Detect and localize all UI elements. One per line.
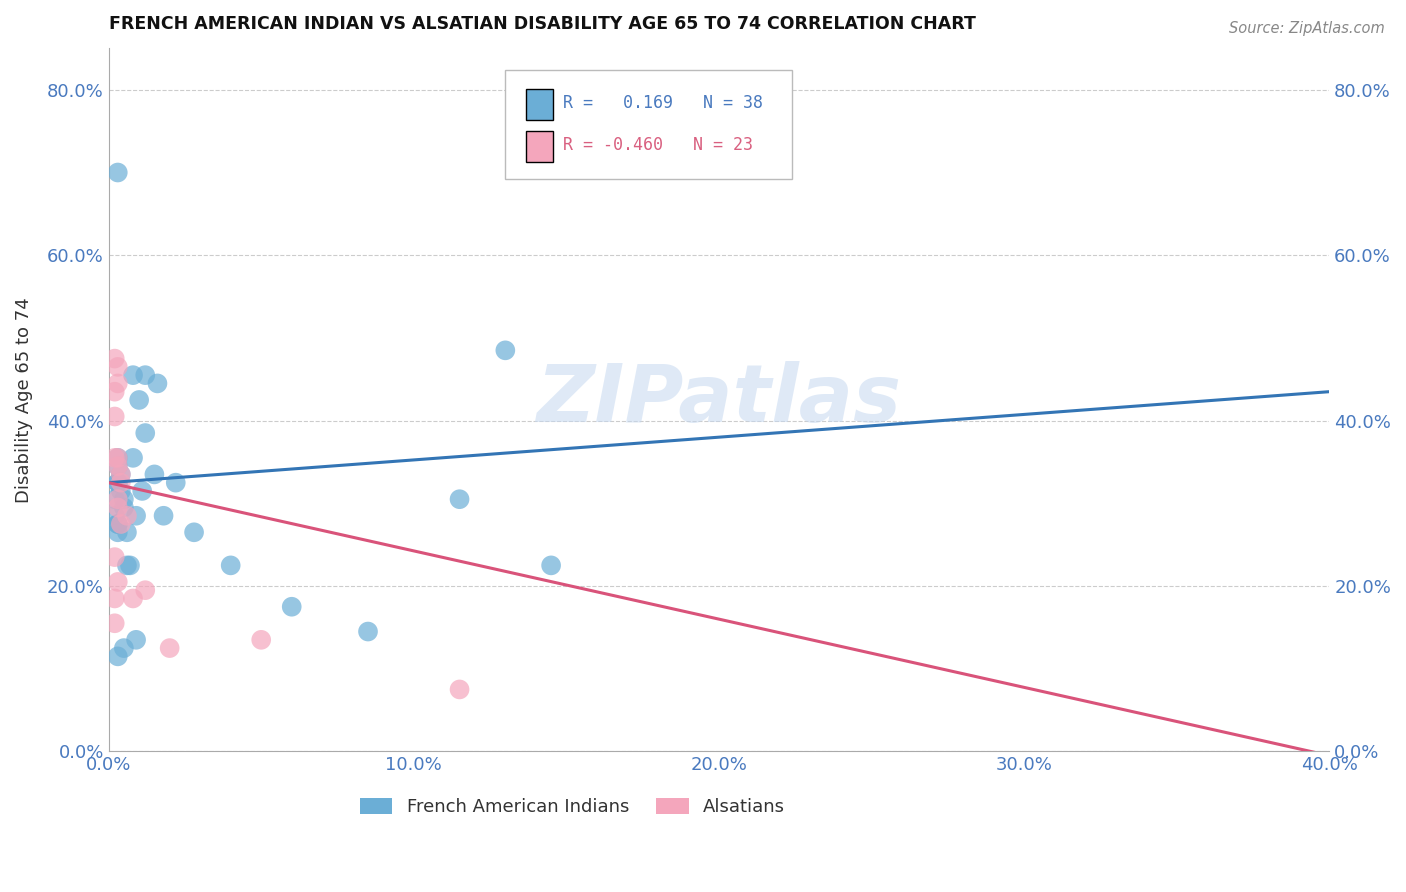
Point	[128, 392, 150, 407]
Point	[494, 343, 516, 358]
Point	[104, 384, 127, 399]
Point	[107, 525, 129, 540]
Point	[115, 508, 138, 523]
Point	[107, 376, 129, 391]
Point	[110, 467, 132, 482]
Y-axis label: Disability Age 65 to 74: Disability Age 65 to 74	[15, 297, 32, 503]
Point	[107, 359, 129, 374]
Point	[165, 475, 187, 490]
Point	[110, 467, 132, 482]
Point	[122, 368, 145, 383]
Point	[107, 450, 129, 465]
Point	[104, 450, 127, 465]
FancyBboxPatch shape	[526, 88, 553, 120]
Point	[122, 450, 145, 465]
Point	[134, 425, 156, 440]
Point	[107, 574, 129, 589]
Point	[104, 351, 127, 366]
Point	[159, 641, 181, 656]
Point	[449, 492, 471, 507]
Point	[104, 508, 127, 523]
Point	[107, 165, 129, 179]
Point	[131, 483, 153, 498]
Point	[104, 409, 127, 424]
Point	[104, 550, 127, 565]
Point	[112, 500, 135, 515]
Text: Source: ZipAtlas.com: Source: ZipAtlas.com	[1229, 21, 1385, 37]
Point	[125, 632, 148, 647]
Point	[357, 624, 380, 639]
Point	[134, 583, 156, 598]
Point	[104, 591, 127, 606]
Point	[110, 516, 132, 531]
Point	[104, 492, 127, 507]
Text: R =   0.169   N = 38: R = 0.169 N = 38	[562, 94, 762, 112]
Point	[115, 525, 138, 540]
Point	[143, 467, 166, 482]
Point	[449, 682, 471, 697]
Text: R = -0.460   N = 23: R = -0.460 N = 23	[562, 136, 752, 153]
Point	[112, 641, 135, 656]
Point	[107, 475, 129, 490]
Legend: French American Indians, Alsatians: French American Indians, Alsatians	[360, 798, 785, 816]
Point	[134, 368, 156, 383]
Point	[104, 616, 127, 631]
Point	[107, 475, 129, 490]
Point	[115, 558, 138, 573]
Point	[183, 525, 205, 540]
Point	[219, 558, 242, 573]
Point	[107, 516, 129, 531]
Point	[107, 500, 129, 515]
Point	[107, 649, 129, 664]
Point	[107, 516, 129, 531]
Point	[122, 591, 145, 606]
Point	[280, 599, 302, 614]
Point	[118, 558, 141, 573]
Point	[540, 558, 562, 573]
Point	[146, 376, 169, 391]
FancyBboxPatch shape	[505, 70, 792, 178]
Text: ZIPatlas: ZIPatlas	[537, 361, 901, 439]
Point	[110, 475, 132, 490]
Point	[107, 492, 129, 507]
Point	[107, 450, 129, 465]
Text: FRENCH AMERICAN INDIAN VS ALSATIAN DISABILITY AGE 65 TO 74 CORRELATION CHART: FRENCH AMERICAN INDIAN VS ALSATIAN DISAB…	[108, 15, 976, 33]
Point	[250, 632, 273, 647]
Point	[110, 483, 132, 498]
FancyBboxPatch shape	[526, 131, 553, 162]
Point	[107, 459, 129, 474]
Point	[152, 508, 174, 523]
Point	[125, 508, 148, 523]
Point	[107, 459, 129, 474]
Point	[112, 492, 135, 507]
